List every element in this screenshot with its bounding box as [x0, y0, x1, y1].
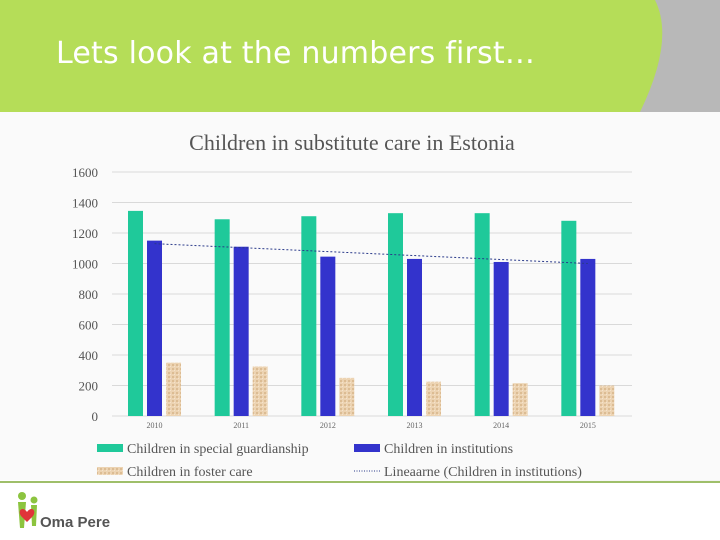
x-tick-label: 2014	[493, 421, 509, 430]
bar-foster-2013	[426, 381, 441, 416]
family-heart-icon	[18, 492, 38, 528]
y-tick-label: 1200	[72, 226, 98, 241]
legend-foster-swatch	[97, 467, 123, 475]
bar-foster-2011	[252, 366, 268, 416]
legend-institutions-swatch	[354, 444, 380, 452]
bar-institutions-2015	[580, 258, 596, 416]
bar-foster-2014	[512, 383, 528, 416]
bar-institutions-2011	[233, 246, 249, 416]
legend-trendline-label: Lineaarne (Children in institutions)	[384, 465, 582, 480]
header-background	[0, 0, 720, 112]
x-tick-label: 2015	[580, 421, 596, 430]
oma-pere-logo	[12, 490, 142, 535]
legend-foster-label: Children in foster care	[127, 465, 253, 480]
x-tick-label: 2010	[147, 421, 163, 430]
bar-guardianship-2013	[388, 213, 403, 416]
y-tick-label: 600	[79, 318, 99, 333]
x-tick-label: 2011	[233, 421, 249, 430]
bar-foster-2015	[599, 385, 615, 416]
bar-guardianship-2010	[128, 210, 143, 416]
bar-institutions-2012	[320, 256, 336, 416]
y-tick-label: 1600	[72, 165, 98, 180]
chart-title: Children in substitute care in Estonia	[189, 130, 515, 155]
footer-divider	[0, 481, 720, 483]
legend-guardianship-swatch	[97, 444, 123, 452]
y-tick-label: 1000	[72, 257, 98, 272]
y-tick-label: 200	[79, 379, 99, 394]
x-tick-label: 2012	[320, 421, 336, 430]
bar-foster-2012	[339, 377, 355, 416]
y-tick-label: 800	[79, 287, 99, 302]
bar-guardianship-2015	[561, 220, 577, 416]
y-tick-label: 1400	[72, 196, 98, 211]
trendline	[154, 243, 588, 264]
header-green-band	[0, 0, 663, 112]
legend-guardianship-label: Children in special guardianship	[127, 442, 309, 457]
bar-institutions-2014	[493, 261, 509, 416]
slide-title: Lets look at the numbers first…	[56, 36, 536, 71]
bar-guardianship-2012	[301, 216, 317, 416]
y-tick-label: 400	[79, 348, 99, 363]
legend-institutions-label: Children in institutions	[384, 442, 513, 457]
header-banner: Lets look at the numbers first…	[0, 0, 720, 112]
bar-guardianship-2014	[474, 213, 490, 416]
logo-text: Oma Pere	[40, 514, 111, 531]
bar-foster-2010	[166, 362, 181, 416]
x-tick-label: 2013	[407, 421, 423, 430]
bar-guardianship-2011	[214, 219, 230, 416]
bar-institutions-2013	[407, 258, 422, 416]
chart-background	[0, 112, 720, 480]
bar-institutions-2010	[147, 240, 162, 416]
y-tick-label: 0	[92, 409, 99, 424]
bar-chart: Children in substitute care in Estonia 0…	[0, 112, 720, 480]
